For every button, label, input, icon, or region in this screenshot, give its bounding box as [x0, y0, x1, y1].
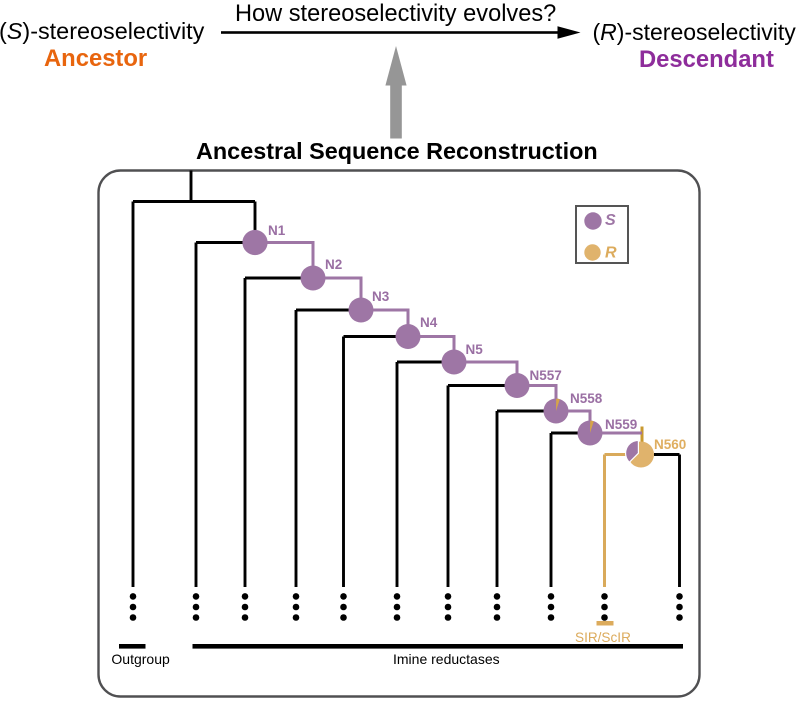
svg-text:R: R: [605, 245, 617, 262]
svg-text:S: S: [605, 212, 616, 229]
